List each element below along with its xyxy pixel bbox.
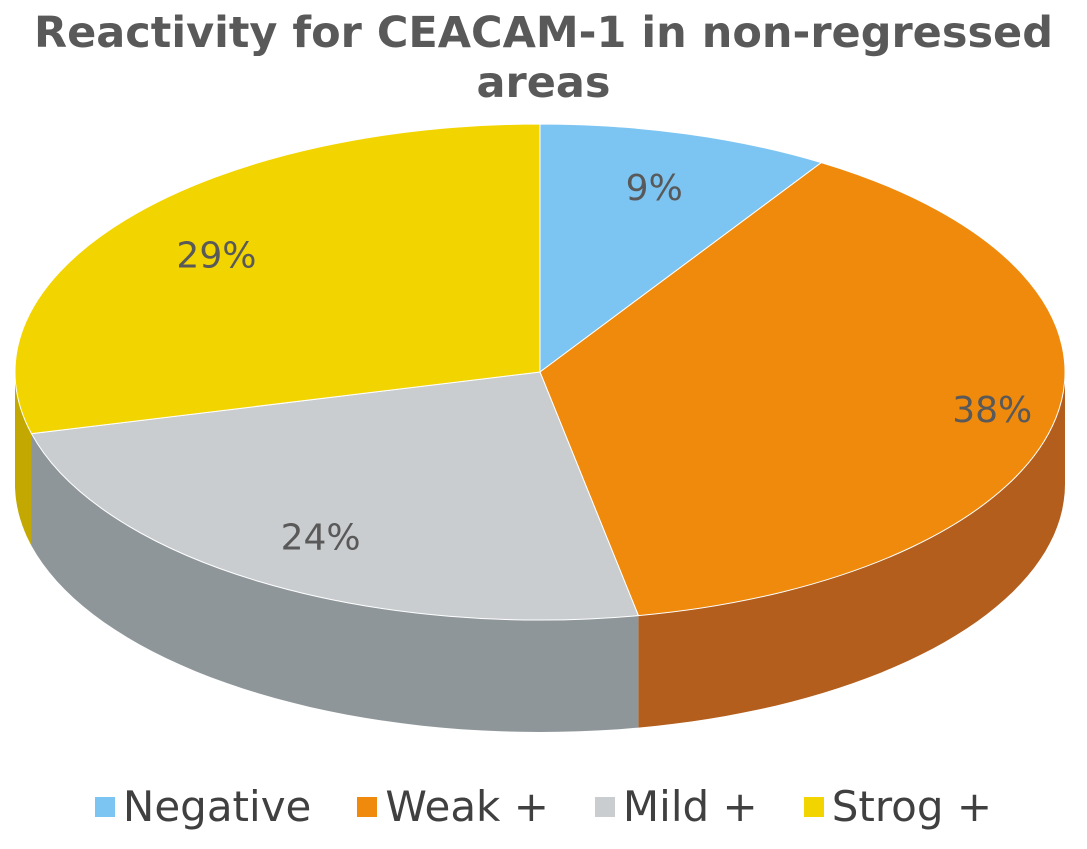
legend: Negative Weak + Mild + Strog + xyxy=(0,782,1087,831)
pie-slice-negative xyxy=(539,123,823,373)
pie-slice-mild xyxy=(30,371,640,621)
legend-item: Negative xyxy=(94,782,312,831)
legend-swatch xyxy=(594,796,615,817)
legend-label: Mild + xyxy=(622,782,758,831)
legend-item: Weak + xyxy=(357,782,549,831)
legend-swatch xyxy=(803,796,824,817)
pie-side-2 xyxy=(31,433,639,732)
legend-swatch xyxy=(357,796,378,817)
data-label: 29% xyxy=(176,235,256,276)
data-label: 38% xyxy=(952,390,1032,431)
data-label: 24% xyxy=(281,517,361,558)
legend-item: Strog + xyxy=(803,782,993,831)
pie-side-1 xyxy=(638,372,1065,728)
pie-slice-strog xyxy=(14,123,541,435)
pie-slice-weak xyxy=(539,162,1066,617)
data-label: 9% xyxy=(626,168,683,209)
legend-label: Weak + xyxy=(385,782,549,831)
legend-label: Strog + xyxy=(831,782,993,831)
pie-side-3 xyxy=(15,372,32,546)
legend-item: Mild + xyxy=(594,782,758,831)
chart-title: Reactivity for CEACAM-1 in non-regressed… xyxy=(34,8,1053,108)
legend-swatch xyxy=(94,796,115,817)
legend-label: Negative xyxy=(122,782,312,831)
